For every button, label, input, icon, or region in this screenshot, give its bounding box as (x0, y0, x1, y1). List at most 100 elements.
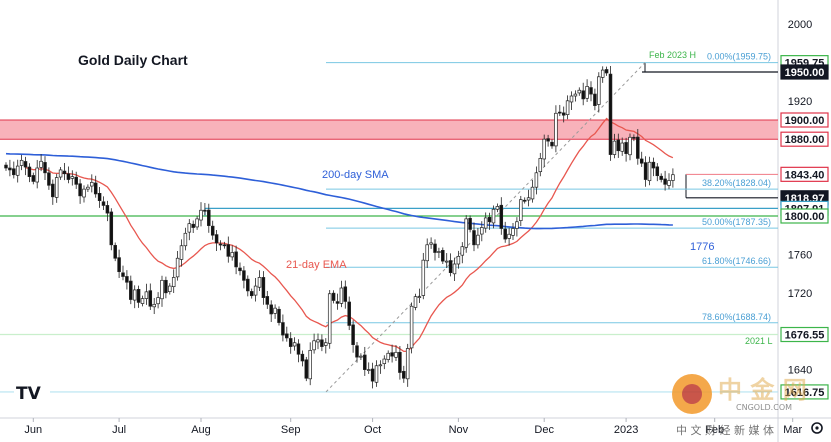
feb-high-label: Feb 2023 H (649, 50, 696, 60)
candle (144, 283, 149, 305)
price-tag-label-9: 1616.75 (785, 387, 825, 399)
price-tag-label-4: 1843.40 (785, 169, 825, 181)
x-tick-label-9: Mar (783, 424, 802, 436)
candle (394, 345, 398, 362)
candle (109, 208, 114, 251)
candle (175, 251, 180, 281)
candle (226, 236, 231, 263)
candle (608, 66, 613, 161)
candle (413, 293, 418, 311)
watermark-url: CNGOLD.COM (736, 403, 792, 412)
candle (585, 79, 589, 103)
x-tick-label-5: Nov (449, 424, 469, 436)
candle (281, 314, 285, 342)
price-tag-label-2: 1900.00 (785, 115, 825, 127)
candle (27, 163, 32, 183)
candle (316, 333, 320, 350)
candle (308, 342, 312, 386)
candle (273, 304, 277, 319)
candle (405, 343, 410, 387)
fib-label-2: 50.00%(1787.35) (702, 217, 771, 227)
candle (347, 296, 351, 331)
watermark-cn: 中 金 网 (718, 376, 807, 404)
candle (542, 134, 546, 168)
candle (207, 203, 211, 233)
candle (327, 290, 332, 349)
x-tick-label-2: Aug (191, 424, 211, 436)
candle (304, 356, 309, 382)
candle (515, 217, 519, 237)
candle (74, 171, 78, 189)
settings-gear-icon[interactable] (811, 422, 823, 434)
candle (550, 139, 554, 149)
candle (179, 239, 184, 267)
candle (222, 241, 227, 249)
candle (417, 288, 422, 303)
candle (300, 350, 305, 367)
candle (437, 247, 441, 258)
candle (148, 283, 153, 310)
candle (425, 238, 429, 268)
candle (441, 247, 445, 264)
candle (292, 337, 297, 351)
tradingview-logo: TV (14, 380, 50, 404)
candle (620, 137, 624, 156)
candle (464, 215, 468, 253)
candle (249, 288, 254, 299)
candle (421, 252, 426, 300)
candle (19, 154, 24, 171)
candle (265, 290, 270, 309)
candle (339, 280, 344, 308)
candle (519, 195, 523, 227)
candle (538, 152, 543, 177)
time-axis: Jun Jul Aug Sep Oct Nov Dec 2023 Feb Mar (24, 418, 802, 436)
cngold-watermark: 中 金 网 CNGOLD.COM 中 文 财 经 新 媒 体 (672, 374, 807, 437)
ema-label: 21-day EMA (286, 259, 347, 271)
candle (374, 360, 379, 387)
candle (573, 90, 578, 102)
candle (487, 212, 492, 230)
candle (168, 283, 172, 295)
candle (491, 205, 496, 229)
candle (628, 133, 632, 161)
candle (597, 72, 601, 113)
candle (70, 170, 75, 186)
candle (663, 170, 667, 191)
candle (238, 262, 242, 276)
candle (483, 212, 488, 233)
candle (136, 285, 141, 308)
candle (386, 350, 390, 363)
candle (581, 82, 585, 106)
watermark-sub: 中 文 财 经 新 媒 体 (676, 423, 774, 437)
candle (246, 275, 250, 297)
candle (472, 222, 476, 252)
candle (234, 245, 238, 275)
candle (51, 179, 55, 205)
candle (199, 202, 203, 227)
candle (210, 220, 215, 240)
candle (90, 174, 94, 193)
candle (355, 342, 359, 363)
candle (612, 133, 617, 159)
candle (47, 167, 51, 190)
price-tag-1 (780, 64, 829, 80)
candle (468, 215, 472, 233)
fib-label-4: 78.60%(1688.74) (702, 312, 771, 322)
candle (261, 271, 266, 305)
candle (359, 353, 363, 360)
price-tag-label-7: 1800.00 (785, 211, 825, 223)
candle (242, 266, 246, 289)
candle (288, 332, 293, 354)
fib-label-1: 38.20%(1828.04) (702, 178, 771, 188)
candle (101, 196, 106, 211)
price-tag-label-3: 1880.00 (785, 134, 825, 146)
candle (93, 175, 98, 198)
candle (565, 95, 570, 120)
candle (507, 227, 511, 246)
resistance-zone (0, 120, 778, 140)
candle (218, 240, 223, 251)
candle (511, 223, 515, 240)
y-tick-label-2: 1720 (788, 288, 812, 300)
candle (331, 290, 336, 304)
candle (23, 156, 28, 176)
